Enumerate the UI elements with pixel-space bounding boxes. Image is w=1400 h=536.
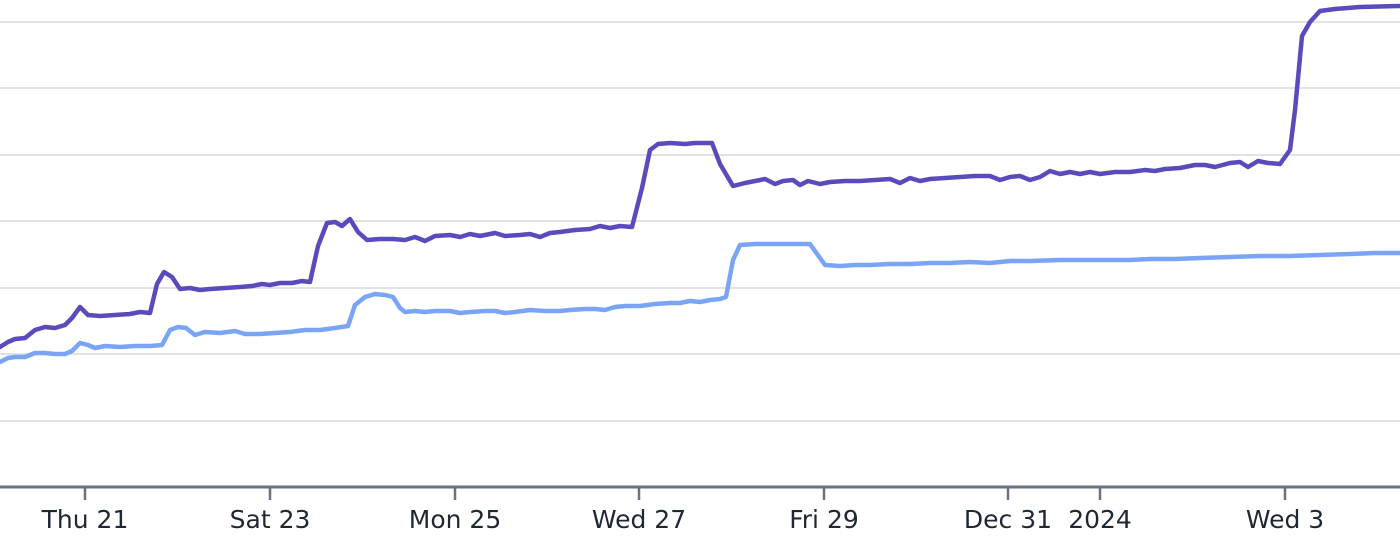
x-tick-label: Thu 21	[41, 505, 129, 534]
x-axis-ticks: Thu 21 Sat 23 Mon 25 Wed 27 Fri 29 Dec 31 2024…	[41, 488, 1324, 534]
series-layer	[0, 3, 1400, 365]
x-tick-label: Fri 29	[789, 505, 859, 534]
line-series-1[interactable]	[0, 3, 1400, 350]
x-tick-label: Wed 3	[1246, 505, 1324, 534]
gridlines	[0, 21, 1400, 422]
line-series-2[interactable]	[0, 241, 1400, 365]
x-tick-label: Sat 23	[230, 505, 311, 534]
x-tick-label: 2024	[1068, 505, 1132, 534]
x-tick-label: Mon 25	[409, 505, 501, 534]
x-tick-label: Dec 31	[964, 505, 1052, 534]
x-tick-label: Wed 27	[592, 505, 686, 534]
